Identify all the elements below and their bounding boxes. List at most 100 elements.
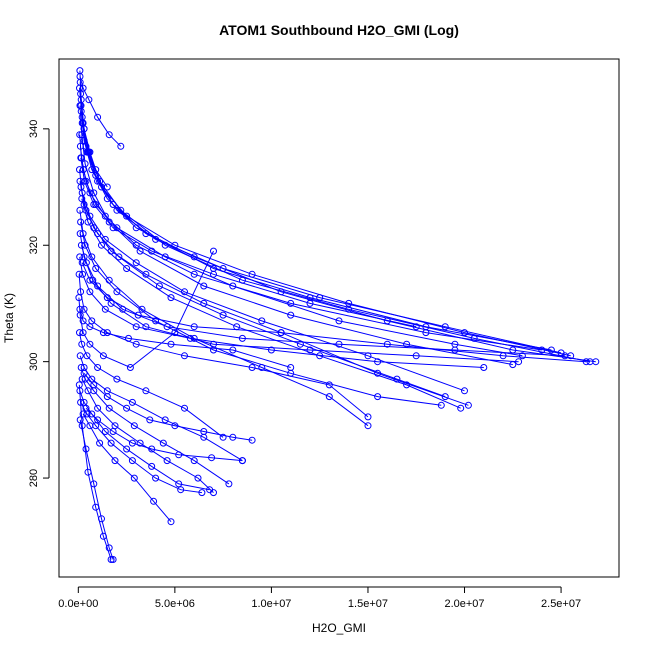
data-point [159, 439, 167, 447]
data-point [80, 305, 88, 313]
data-point [132, 323, 140, 331]
data-point [96, 439, 104, 447]
data-point [76, 142, 84, 150]
data-point [248, 364, 256, 371]
data-point [76, 329, 83, 337]
data-point [190, 270, 198, 278]
data-point [296, 340, 304, 348]
data-point [123, 212, 131, 220]
data-point [78, 259, 86, 267]
data-point [538, 346, 546, 354]
data-point [105, 404, 113, 412]
series-line [78, 384, 112, 560]
data-point [78, 195, 86, 203]
series-12 [77, 183, 449, 401]
data-point [219, 433, 227, 441]
data-point [79, 84, 87, 92]
series-line [79, 146, 542, 351]
data-point [374, 393, 382, 401]
data-point [75, 381, 83, 389]
data-point [167, 294, 175, 302]
data-point [163, 323, 171, 331]
data-point [136, 439, 144, 447]
series-line [80, 402, 202, 494]
series-line [79, 355, 243, 462]
data-point [229, 282, 237, 290]
series-line [79, 210, 369, 427]
data-point [238, 334, 246, 342]
data-point [229, 346, 237, 354]
x-tick-label: 1.5e+07 [348, 598, 388, 610]
data-point [403, 381, 411, 389]
data-point [92, 503, 100, 511]
series-line [78, 274, 369, 418]
plot-frame [58, 58, 620, 578]
data-point [208, 454, 216, 462]
data-point [80, 125, 88, 133]
data-point [186, 334, 194, 342]
series-line [80, 186, 446, 398]
data-point [200, 282, 208, 290]
data-point [161, 416, 169, 424]
data-point [238, 457, 246, 465]
data-point [77, 241, 85, 249]
data-point [125, 334, 132, 342]
data-point [85, 96, 93, 104]
data-point [117, 142, 125, 150]
data-point [123, 265, 131, 272]
data-point [229, 433, 237, 441]
data-point [84, 218, 92, 226]
data-point [287, 299, 295, 307]
y-tick-label: 300 [28, 352, 40, 370]
data-point [76, 253, 84, 261]
y-tick-label: 280 [28, 469, 40, 487]
data-point [171, 329, 179, 337]
data-point [198, 489, 206, 497]
data-point [90, 201, 98, 208]
data-point [152, 474, 160, 482]
data-point [163, 457, 171, 465]
x-tick-label: 1.0e+07 [251, 598, 291, 610]
series-line [80, 157, 417, 328]
data-point [79, 329, 87, 337]
data-point [99, 329, 107, 337]
data-point [86, 276, 94, 284]
data-point [77, 218, 85, 226]
data-point [335, 340, 343, 348]
data-point [76, 73, 84, 80]
data-point [181, 404, 188, 412]
data-point [138, 305, 146, 313]
data-point [109, 428, 117, 435]
data-point [200, 428, 208, 435]
series-line [83, 372, 253, 441]
data-point [107, 299, 115, 307]
data-point [518, 352, 526, 360]
data-point [109, 224, 117, 232]
data-point [175, 451, 183, 459]
data-point [306, 346, 314, 354]
data-point [113, 206, 121, 214]
data-point [134, 311, 142, 319]
data-point [107, 556, 115, 563]
data-point [287, 311, 295, 319]
data-point [480, 364, 488, 371]
chart-title: ATOM1 Southbound H2O_GMI (Log) [219, 22, 459, 38]
data-point [84, 468, 92, 476]
data-point [210, 270, 217, 278]
data-point [364, 413, 372, 421]
data-point [155, 282, 163, 290]
data-point [86, 340, 94, 348]
series-20 [75, 270, 372, 421]
series-line [81, 198, 461, 409]
data-point [94, 177, 102, 185]
x-tick-label: 0.0e+00 [58, 598, 98, 610]
data-point [115, 253, 123, 261]
data-point [437, 401, 445, 409]
data-point [441, 323, 449, 331]
data-point [277, 329, 285, 337]
series-33 [82, 404, 246, 465]
data-point [92, 265, 100, 272]
series-32 [80, 369, 256, 444]
data-point [113, 288, 121, 296]
